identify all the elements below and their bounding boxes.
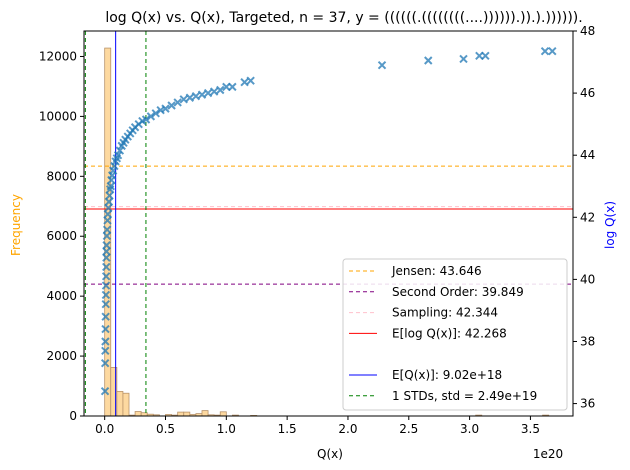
histogram-bar [183, 411, 191, 417]
x-tick-label: 1.0 [217, 422, 236, 436]
y-left-tick-label: 0 [69, 409, 77, 423]
y-right-tick-label: 38 [580, 334, 595, 348]
scatter-point [101, 272, 111, 281]
scatter-point [102, 247, 111, 256]
scatter-point [481, 51, 490, 61]
legend-label: E[log Q(x)]: 42.268 [392, 326, 507, 340]
y-right-tick-label: 40 [580, 272, 595, 286]
scatter-point [101, 312, 110, 321]
scatter-point [101, 281, 111, 290]
scatter-point [102, 241, 111, 250]
scatter-point [240, 78, 249, 87]
scatter-point [101, 290, 111, 300]
scatter-point [167, 101, 176, 110]
scatter-point [146, 112, 156, 121]
scatter-point [101, 337, 110, 346]
scatter-point [209, 87, 219, 96]
histogram-bar [177, 411, 185, 417]
scatter-point [191, 91, 201, 101]
scatter-point [216, 85, 225, 95]
legend-label: Jensen: 43.646 [391, 264, 482, 278]
y-axis-left-label: Frequency [9, 194, 23, 256]
scatter-point [102, 253, 111, 262]
scatter-point [548, 46, 557, 56]
scatter-point [228, 82, 237, 92]
y-right-tick-label: 42 [580, 210, 595, 224]
scatter-point [101, 324, 110, 334]
scatter-point [540, 46, 550, 56]
scatter-point [100, 386, 110, 396]
x-tick-label: 3.0 [460, 422, 479, 436]
scatter-point [101, 346, 110, 356]
scatter-point [222, 82, 231, 92]
legend-label: 1 STDs, std = 2.49e+19 [392, 389, 537, 403]
scatter-point [185, 93, 195, 102]
y-right-tick-label: 48 [580, 24, 595, 38]
y-left-tick-label: 4000 [46, 289, 77, 303]
scatter-point [475, 51, 484, 61]
scatter-point [197, 90, 207, 99]
y-right-tick-label: 46 [580, 86, 595, 100]
histogram-bar [201, 410, 209, 417]
scatter-point [424, 56, 433, 65]
scatter-point [173, 98, 182, 107]
legend-label: Sampling: 42.344 [392, 306, 498, 320]
scatter-point [161, 104, 170, 113]
x-tick-label: 1.5 [278, 422, 297, 436]
y-left-tick-label: 12000 [39, 49, 77, 63]
scatter-point [113, 150, 123, 160]
legend-box [342, 258, 568, 411]
scatter-point [102, 225, 112, 234]
scatter-point [377, 60, 387, 70]
scatter-point [459, 54, 468, 64]
y-right-tick-label: 36 [580, 397, 595, 411]
scatter-point [102, 262, 111, 272]
x-tick-label: 0.0 [95, 422, 114, 436]
y-axis-right-label: log Q(x) [603, 201, 617, 249]
scatter-point [101, 300, 110, 309]
x-offset-label: 1e20 [533, 447, 563, 461]
y-left-tick-label: 8000 [46, 169, 77, 183]
y-left-tick-label: 6000 [46, 229, 77, 243]
x-tick-label: 2.5 [399, 422, 418, 436]
histogram-bar [122, 392, 130, 417]
x-axis-label: Q(x) [317, 447, 343, 461]
scatter-point [115, 146, 125, 155]
scatter-point [246, 76, 255, 85]
legend: Jensen: 43.646 Second Order: 39.849 Sampli… [342, 258, 568, 411]
histogram-bar [134, 411, 142, 417]
histogram-bar [219, 411, 227, 417]
scatter-point [151, 109, 160, 118]
chart-title: log Q(x) vs. Q(x), Targeted, n = 37, y =… [105, 10, 582, 26]
y-left-tick-label: 2000 [46, 349, 77, 363]
plot-frame [83, 30, 574, 417]
scatter-point [179, 95, 188, 104]
x-tick-label: 2.0 [338, 422, 357, 436]
scatter-point [141, 115, 151, 124]
scatter-point [203, 88, 213, 98]
scatter-point [100, 359, 110, 368]
y-right-tick-label: 44 [580, 148, 595, 162]
x-tick-label: 0.5 [156, 422, 175, 436]
x-tick-label: 3.5 [521, 422, 540, 436]
y-left-tick-label: 10000 [39, 109, 77, 123]
legend-label: E[Q(x)]: 9.02e+18 [392, 368, 502, 382]
histogram-bar [116, 391, 124, 417]
legend-label: Second Order: 39.849 [392, 285, 524, 299]
